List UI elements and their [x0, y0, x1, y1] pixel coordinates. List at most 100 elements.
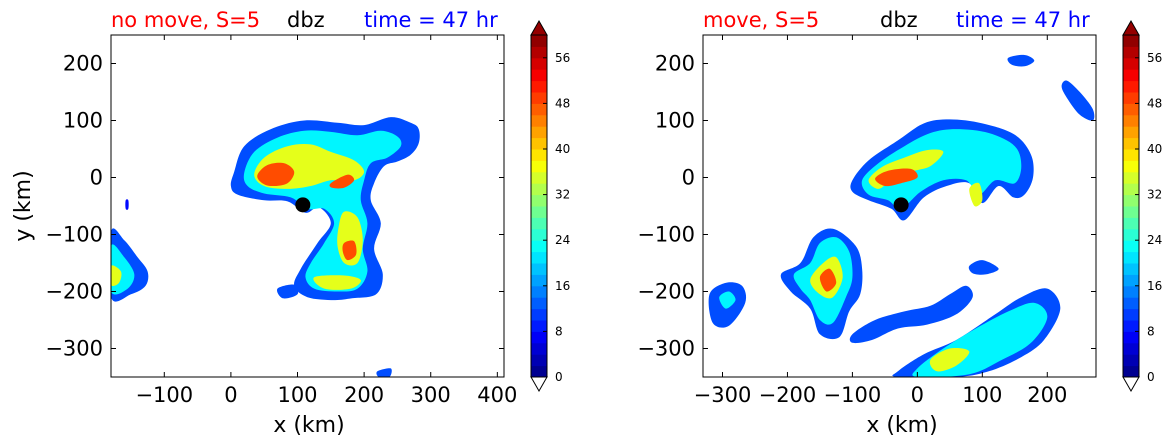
colorbar-segment: [1123, 194, 1139, 207]
colorbar-segment: [1123, 80, 1139, 93]
x-tick-label: 400: [477, 383, 517, 407]
y-axis-label-1: y (km): [11, 170, 36, 241]
colorbar-segment: [1123, 240, 1139, 253]
contour-region: [257, 162, 295, 187]
plot-area-2: −300 −200 −100 0 100 200 200 100 0 −100 −200 −300: [637, 34, 1097, 407]
colorbar-segment: [531, 194, 547, 207]
colorbar-segment: [1123, 228, 1139, 241]
title-right-1: time = 47 hr: [364, 8, 498, 32]
colorbar-tick-label: 40: [555, 142, 570, 156]
colorbar-segment: [531, 35, 547, 47]
colorbar-segment: [531, 274, 547, 287]
contour-region: [376, 368, 392, 377]
y-tick-label: −100: [637, 223, 695, 247]
x-tick-label: −200: [759, 383, 817, 407]
colorbar-segment: [531, 365, 547, 378]
contour-region: [313, 275, 361, 290]
colorbar-segment: [531, 103, 547, 116]
y-tick-label: 200: [655, 52, 695, 76]
colorbar-segment: [1123, 69, 1139, 82]
title-right-2: time = 47 hr: [956, 8, 1090, 32]
y-tick-label: −300: [637, 337, 695, 361]
colorbar-segment: [1123, 57, 1139, 70]
colorbar-segment: [1123, 92, 1139, 104]
contour-region: [819, 268, 837, 292]
colorbar-segment: [531, 57, 547, 70]
colorbar-tick-label: 32: [1147, 188, 1162, 202]
colorbar-segment: [531, 171, 547, 184]
colorbar-segment: [531, 263, 547, 275]
contour-region: [342, 240, 357, 261]
colorbar-segment: [531, 320, 547, 332]
storm-center-marker: [893, 197, 909, 213]
title-center-2: dbz: [880, 8, 918, 32]
x-tick-label: 300: [411, 383, 451, 407]
colorbar-segment: [1123, 285, 1139, 298]
x-tick-label: 200: [1027, 383, 1067, 407]
colorbar-segment: [531, 126, 547, 139]
contour-fills: [708, 54, 1095, 377]
contour-region: [929, 347, 970, 372]
title-left-1: no move, S=5: [111, 8, 260, 32]
contour-region: [125, 199, 129, 210]
colorbar-segment: [531, 331, 547, 344]
colorbar-tick-label: 32: [555, 188, 570, 202]
colorbar-segment: [531, 137, 547, 150]
colorbar-segment: [1123, 331, 1139, 344]
colorbar-segment: [531, 240, 547, 253]
title-center-1: dbz: [287, 8, 325, 32]
x-tick-label: 0: [911, 383, 924, 407]
colorbar-tick-label: 16: [555, 279, 570, 293]
colorbar-tick-label: 56: [1147, 51, 1162, 65]
colorbar-segment: [1123, 263, 1139, 275]
contour-region: [968, 260, 999, 275]
colorbar-segment: [1123, 46, 1139, 59]
plot-frame: [110, 34, 505, 378]
colorbar-tick-label: 24: [555, 233, 570, 247]
colorbar-segment: [1123, 35, 1139, 47]
colorbar-tick-label: 8: [1147, 324, 1155, 338]
colorbar-segment: [1123, 149, 1139, 161]
colorbar-segment: [1123, 160, 1139, 173]
colorbar-tick-label: 56: [555, 51, 570, 65]
colorbar-segment: [531, 217, 547, 230]
storm-center-marker: [295, 197, 311, 213]
x-tick-label: 200: [344, 383, 384, 407]
contour-region: [861, 129, 1022, 209]
colorbar-tick-label: 8: [555, 324, 563, 338]
contour-region: [1061, 80, 1095, 121]
y-tick-label: 200: [63, 52, 103, 76]
colorbar-frame: [530, 34, 548, 378]
colorbar-segment: [1123, 365, 1139, 378]
colorbar-2: 0 8 16 24 32 40 48 56: [1122, 19, 1162, 393]
colorbar-segment: [1123, 171, 1139, 184]
contour-fills: [111, 117, 420, 377]
colorbar-segment: [1123, 183, 1139, 196]
colorbar-segment: [531, 251, 547, 264]
colorbar-segment: [1123, 137, 1139, 150]
panel-no-move: no move, S=5 dbz time = 47 hr −100 0 100 20…: [11, 8, 570, 438]
contour-region: [277, 284, 299, 299]
colorbar-segment: [1123, 297, 1139, 310]
colorbar-segment: [531, 285, 547, 298]
contour-region: [719, 291, 736, 309]
x-axis-label-1: x (km): [273, 413, 344, 438]
contour-region: [329, 174, 355, 189]
title-left-2: move, S=5: [703, 8, 819, 32]
colorbar-segment: [531, 342, 547, 355]
colorbar-segment: [531, 92, 547, 104]
contour-region: [111, 265, 122, 286]
colorbar-segment: [531, 354, 547, 367]
x-tick-label: 100: [277, 383, 317, 407]
panel-move: move, S=5 dbz time = 47 hr −300 −200 −100 0…: [637, 8, 1162, 438]
y-tick-label: −300: [45, 337, 103, 361]
colorbar-segment: [531, 228, 547, 241]
x-axis-label-2: x (km): [866, 413, 937, 438]
colorbar-segment: [531, 160, 547, 173]
colorbar-segment: [531, 149, 547, 161]
colorbar-segment: [531, 183, 547, 196]
colorbar-tick-label: 0: [555, 370, 563, 384]
colorbar-frame: [1122, 34, 1140, 378]
colorbar-segment: [1123, 217, 1139, 230]
